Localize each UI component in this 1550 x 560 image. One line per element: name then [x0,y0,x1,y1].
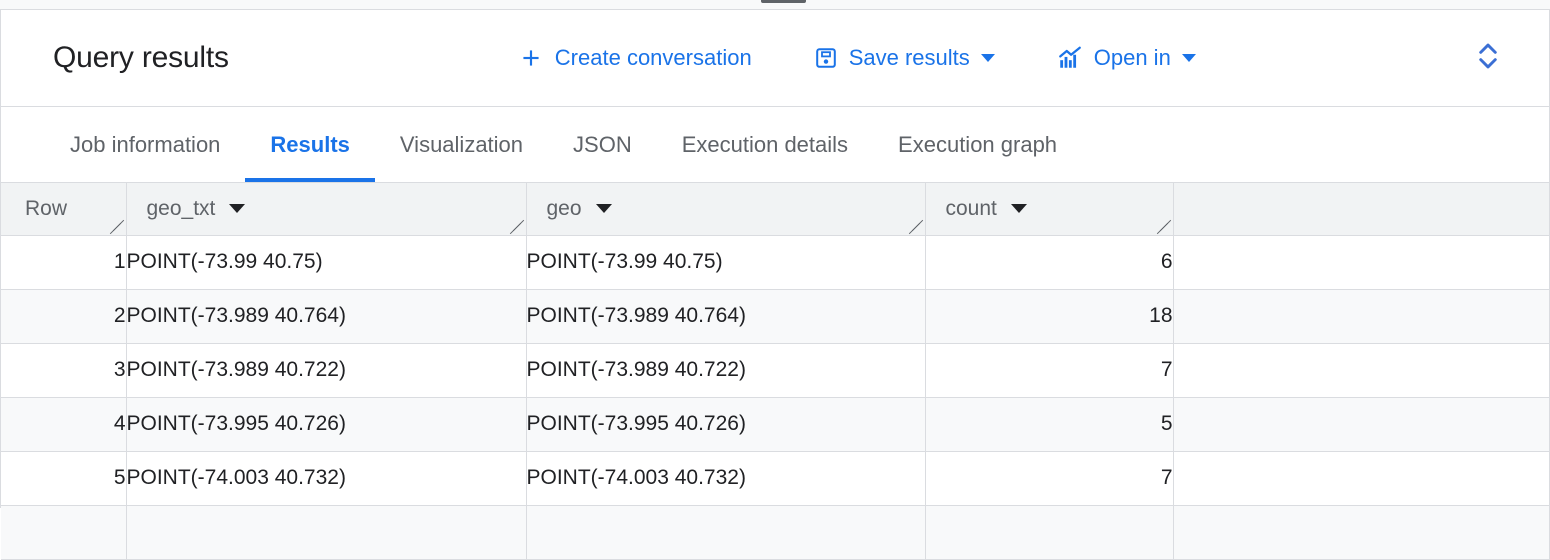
cell-blank [1173,289,1550,344]
cell-count: 5 [925,397,1174,452]
column-header-label: geo [546,197,582,221]
tab-label: Job information [70,131,221,157]
create-conversation-label: Create conversation [554,45,752,70]
cell-geo: POINT(-73.989 40.764) [526,289,926,344]
save-results-button[interactable]: Save results [814,45,995,71]
open-in-button[interactable]: Open in [1057,45,1196,71]
chart-trend-icon [1057,45,1083,71]
column-header-label: geo_txt [146,197,216,221]
tab-job-information[interactable]: Job information [45,107,245,182]
column-resize-handle[interactable] [1153,217,1171,233]
cell-row-number: 3 [1,343,127,398]
cell-count [925,505,1174,560]
cell-geo [526,505,926,560]
cell-geo: POINT(-74.003 40.732) [526,451,926,506]
tab-execution-details[interactable]: Execution details [657,107,873,182]
table-row[interactable]: 1 POINT(-73.99 40.75) POINT(-73.99 40.75… [1,235,1550,290]
cell-geo-txt: POINT(-73.99 40.75) [126,235,527,290]
tab-label: JSON [573,131,632,157]
cell-geo: POINT(-73.995 40.726) [526,397,926,452]
cell-count: 6 [925,235,1174,290]
chevron-down-icon[interactable] [980,54,995,62]
open-in-label: Open in [1093,45,1171,70]
header-actions: Create conversation Save results [518,45,1196,71]
tab-label: Execution graph [898,131,1058,157]
cell-geo-txt: POINT(-73.989 40.722) [126,343,527,398]
cell-count: 7 [925,451,1174,506]
tab-label: Results [270,131,350,157]
results-table-body: 1 POINT(-73.99 40.75) POINT(-73.99 40.75… [1,235,1550,560]
panel-resize-grip[interactable] [761,0,806,3]
cell-blank [1173,343,1550,398]
results-table-container: Row geo_txt geo [1,183,1550,560]
expand-collapse-toggle[interactable] [1471,41,1505,75]
cell-row-number: 5 [1,451,127,506]
column-header-blank [1173,183,1550,236]
results-tab-bar: Job information Results Visualization JS… [1,107,1549,183]
cell-row-number [1,505,127,560]
query-results-panel: Query results Create conversation [0,10,1550,560]
cell-geo-txt [126,505,527,560]
column-resize-handle[interactable] [905,217,923,233]
table-row[interactable]: 2 POINT(-73.989 40.764) POINT(-73.989 40… [1,289,1550,344]
table-row[interactable]: 4 POINT(-73.995 40.726) POINT(-73.995 40… [1,397,1550,452]
results-table: Row geo_txt geo [1,183,1550,560]
table-header-row: Row geo_txt geo [1,183,1550,236]
column-header-geo[interactable]: geo [526,183,926,236]
column-header-label: Row [25,197,68,221]
table-row[interactable] [1,505,1550,560]
cell-geo-txt: POINT(-73.989 40.764) [126,289,527,344]
save-icon [814,46,838,70]
tab-label: Execution details [681,131,849,157]
cell-geo-txt: POINT(-73.995 40.726) [126,397,527,452]
tab-results[interactable]: Results [245,107,376,182]
create-conversation-button[interactable]: Create conversation [518,45,752,71]
cell-count: 7 [925,343,1174,398]
cell-count: 18 [925,289,1174,344]
column-resize-handle[interactable] [506,217,524,233]
cell-geo: POINT(-73.989 40.722) [526,343,926,398]
cell-row-number: 1 [1,235,127,290]
chevron-down-icon[interactable] [229,204,246,214]
panel-top-strip [0,0,1550,10]
column-header-label: count [945,197,997,221]
unfold-more-icon [1473,39,1503,78]
cell-blank [1173,505,1550,560]
cell-blank [1173,397,1550,452]
cell-blank [1173,451,1550,506]
cell-row-number: 4 [1,397,127,452]
column-resize-handle[interactable] [106,217,124,233]
column-header-geo-txt[interactable]: geo_txt [126,183,527,236]
page-title: Query results [53,41,229,74]
results-header: Query results Create conversation [1,10,1549,107]
column-header-count[interactable]: count [925,183,1174,236]
cell-blank [1173,235,1550,290]
table-row[interactable]: 3 POINT(-73.989 40.722) POINT(-73.989 40… [1,343,1550,398]
tab-execution-graph[interactable]: Execution graph [873,107,1082,182]
save-results-label: Save results [848,45,970,70]
tab-json[interactable]: JSON [548,107,657,182]
cell-geo: POINT(-73.99 40.75) [526,235,926,290]
chevron-down-icon[interactable] [1181,54,1196,62]
cell-geo-txt: POINT(-74.003 40.732) [126,451,527,506]
tab-label: Visualization [399,131,524,157]
table-row[interactable]: 5 POINT(-74.003 40.732) POINT(-74.003 40… [1,451,1550,506]
cell-row-number: 2 [1,289,127,344]
chevron-down-icon[interactable] [1010,204,1027,214]
chevron-down-icon[interactable] [595,204,612,214]
tab-visualization[interactable]: Visualization [375,107,548,182]
column-header-row[interactable]: Row [1,183,127,236]
plus-icon [518,45,544,71]
